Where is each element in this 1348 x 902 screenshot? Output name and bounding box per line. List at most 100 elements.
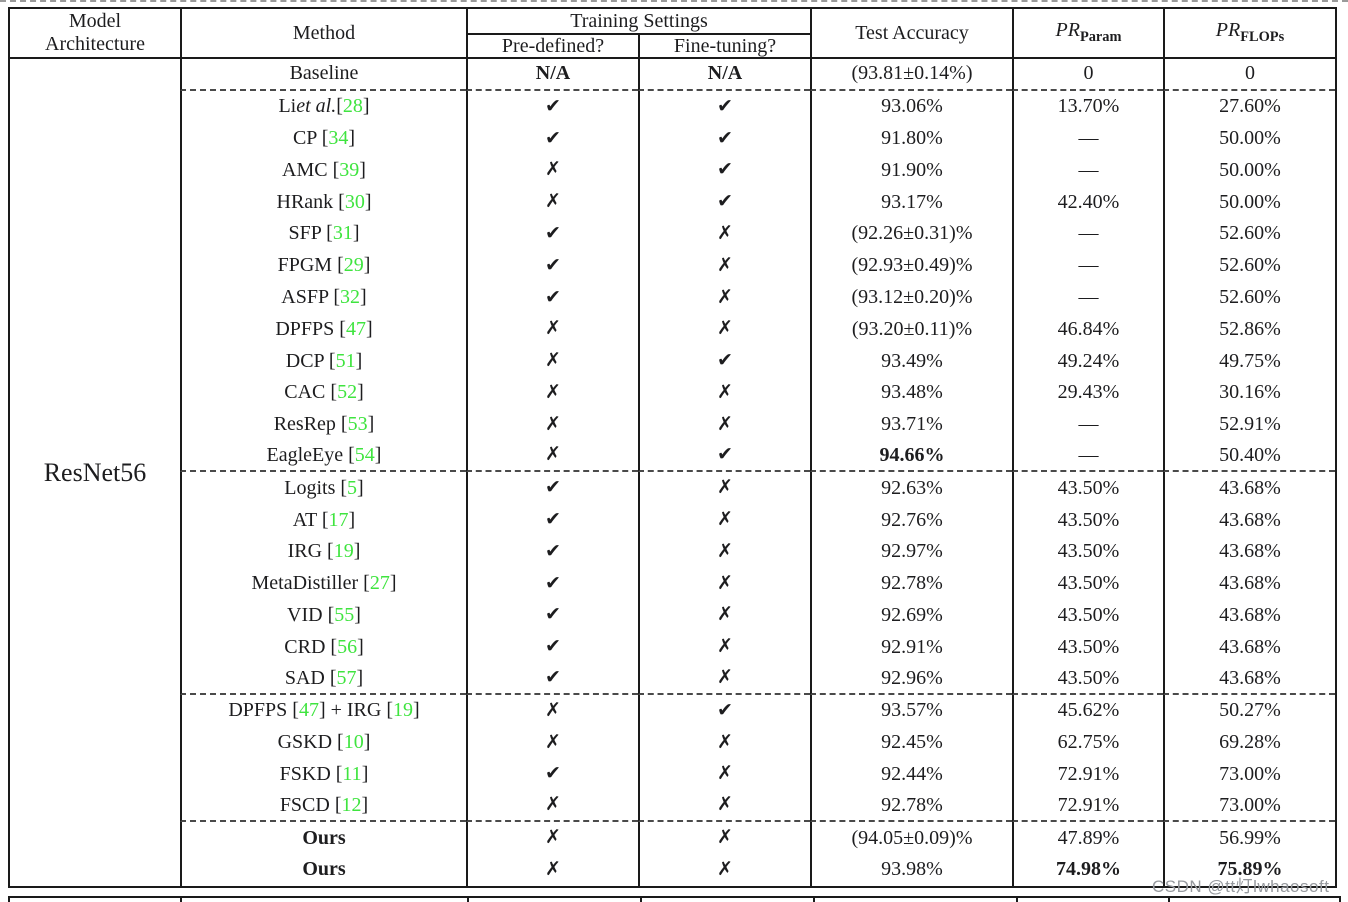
citation-ref[interactable]: 51 [335, 349, 356, 372]
check-icon: ✔ [545, 539, 561, 562]
citation-ref[interactable]: 12 [341, 793, 362, 816]
method-label: ] + IRG [ [318, 699, 393, 722]
citation-ref[interactable]: 31 [332, 222, 353, 245]
column-header-finetuning: Fine-tuning? [638, 35, 810, 59]
na-label: N/A [535, 62, 571, 85]
method-cell: CRD [56] [180, 631, 466, 664]
finetuning-cell: ✗ [638, 535, 810, 568]
pr-param-cell: 45.62% [1012, 694, 1163, 727]
method-label: AMC [ [282, 158, 340, 181]
method-label: ] [365, 317, 373, 340]
pr-param-cell: 62.75% [1012, 726, 1163, 759]
check-icon: ✔ [545, 666, 561, 689]
predefined-cell: ✗ [466, 726, 638, 759]
method-label: VID [ [287, 603, 335, 626]
check-icon: ✔ [717, 190, 733, 213]
method-label: ] [348, 126, 356, 149]
pr-flops-cell: 69.28% [1163, 726, 1335, 759]
test-accuracy-cell: 92.78% [810, 790, 1012, 823]
citation-ref[interactable]: 29 [343, 254, 364, 277]
pr-flops-cell: 50.27% [1163, 694, 1335, 727]
citation-ref[interactable]: 53 [347, 413, 368, 436]
citation-ref[interactable]: 47 [345, 317, 366, 340]
check-icon: ✔ [717, 443, 733, 466]
method-label: Ours [302, 826, 346, 849]
top-dashed-rule [0, 0, 1348, 2]
citation-ref[interactable]: 30 [344, 190, 365, 213]
citation-ref[interactable]: 10 [343, 731, 364, 754]
citation-ref[interactable]: 54 [354, 443, 375, 466]
pr-flops-cell: 75.89% [1163, 853, 1335, 886]
method-label: SAD [ [284, 666, 337, 689]
finetuning-cell: ✔ [638, 186, 810, 218]
column-header-predefined: Pre-defined? [466, 35, 638, 59]
test-accuracy-cell: (93.12±0.20)% [810, 281, 1012, 314]
citation-ref[interactable]: 56 [337, 635, 358, 658]
citation-ref[interactable]: 47 [298, 699, 319, 722]
cross-icon: ✗ [717, 539, 733, 562]
finetuning-cell: ✔ [638, 345, 810, 377]
test-accuracy-cell: (93.20±0.11)% [810, 313, 1012, 346]
finetuning-cell: ✔ [638, 154, 810, 187]
pr-param-cell: 72.91% [1012, 758, 1163, 791]
method-cell: FPGM [29] [180, 249, 466, 282]
test-accuracy-cell: 93.17% [810, 186, 1012, 218]
pr-param-cell: –– [1012, 440, 1163, 473]
cross-icon: ✗ [545, 793, 561, 816]
check-icon: ✔ [717, 94, 733, 117]
citation-ref[interactable]: 34 [328, 126, 349, 149]
citation-ref[interactable]: 19 [333, 540, 354, 563]
test-accuracy-cell: 92.69% [810, 599, 1012, 632]
check-icon: ✔ [545, 603, 561, 626]
citation-ref[interactable]: 5 [347, 476, 358, 499]
cross-icon: ✗ [545, 412, 561, 435]
citation-ref[interactable]: 27 [369, 572, 390, 595]
next-table-column-stub [180, 896, 182, 902]
finetuning-cell: ✗ [638, 376, 810, 409]
predefined-cell: ✗ [466, 853, 638, 886]
method-cell: FSCD [12] [180, 790, 466, 823]
citation-ref[interactable]: 28 [342, 95, 363, 118]
next-table-column-stub [1168, 896, 1170, 902]
predefined-cell: ✗ [466, 376, 638, 409]
method-cell: VID [55] [180, 599, 466, 632]
cross-icon: ✗ [717, 666, 733, 689]
cross-icon: ✗ [717, 603, 733, 626]
pr-flops-cell: 0 [1163, 59, 1335, 91]
predefined-cell: N/A [466, 59, 638, 91]
citation-ref[interactable]: 11 [342, 762, 362, 785]
citation-ref[interactable]: 39 [339, 158, 360, 181]
citation-ref[interactable]: 19 [392, 699, 413, 722]
method-label: EagleEye [ [266, 443, 355, 466]
method-label: FPGM [ [277, 254, 344, 277]
test-accuracy-cell: (92.26±0.31)% [810, 217, 1012, 250]
method-label: ] [356, 666, 364, 689]
method-cell: Li et al. [28] [180, 90, 466, 123]
test-accuracy-cell: 93.71% [810, 408, 1012, 441]
cross-icon: ✗ [717, 380, 733, 403]
pr-param-cell: 43.50% [1012, 599, 1163, 632]
method-label: DPFPS [ [228, 699, 299, 722]
check-icon: ✔ [545, 571, 561, 594]
test-accuracy-cell: 94.66% [810, 440, 1012, 473]
cross-icon: ✗ [717, 571, 733, 594]
method-cell: ResRep [53] [180, 408, 466, 441]
method-label: Baseline [289, 62, 359, 85]
pr-flops-cell: 43.68% [1163, 567, 1335, 600]
predefined-cell: ✔ [466, 281, 638, 314]
pr-param-cell: –– [1012, 249, 1163, 282]
predefined-cell: ✔ [466, 90, 638, 123]
citation-ref[interactable]: 55 [334, 603, 355, 626]
citation-ref[interactable]: 32 [340, 285, 361, 308]
check-icon: ✔ [545, 253, 561, 276]
finetuning-cell: ✗ [638, 758, 810, 791]
pr-param-cell: 43.50% [1012, 504, 1163, 536]
test-accuracy-cell: 92.96% [810, 663, 1012, 695]
pr-flops-cell: 56.99% [1163, 822, 1335, 854]
method-label: FSKD [ [279, 762, 343, 785]
citation-ref[interactable]: 52 [337, 381, 358, 404]
method-label: GSKD [ [277, 731, 344, 754]
model-architecture-cell: ResNet56 [10, 59, 180, 886]
citation-ref[interactable]: 57 [336, 666, 357, 689]
citation-ref[interactable]: 17 [328, 508, 349, 531]
